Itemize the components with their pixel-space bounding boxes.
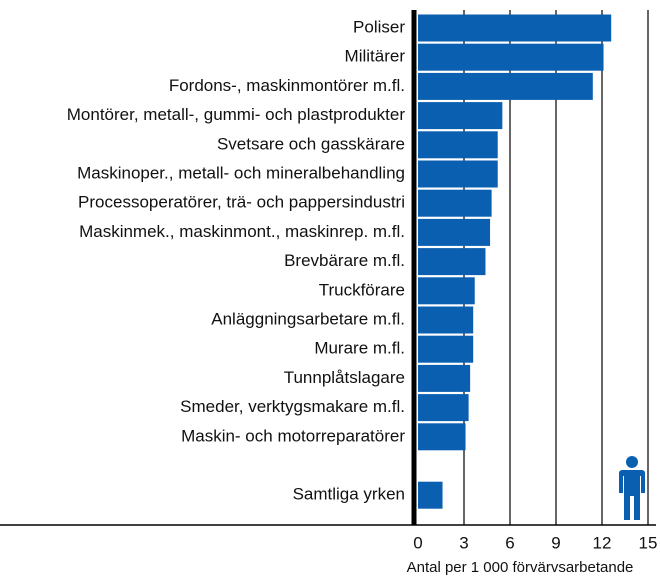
category-label: Militärer xyxy=(345,47,406,66)
category-label: Anläggningsarbetare m.fl. xyxy=(211,309,405,328)
category-label: Processoperatörer, trä- och pappersindus… xyxy=(78,193,405,212)
bar xyxy=(418,102,503,130)
category-label: Maskin- och motorreparatörer xyxy=(181,426,405,445)
category-label: Brevbärare m.fl. xyxy=(284,251,405,270)
bar xyxy=(418,131,498,159)
x-tick-label: 3 xyxy=(459,533,468,552)
bar xyxy=(418,14,612,42)
x-tick-label: 6 xyxy=(505,533,514,552)
x-tick-label: 0 xyxy=(413,533,422,552)
bar xyxy=(418,160,498,188)
x-tick-label: 15 xyxy=(639,533,658,552)
category-label: Maskinmek., maskinmont., maskinrep. m.fl… xyxy=(79,222,405,241)
category-label: Poliser xyxy=(353,17,405,36)
bar xyxy=(418,335,474,363)
bar xyxy=(418,306,474,334)
bar xyxy=(418,72,593,100)
bar xyxy=(418,394,469,422)
category-label: Samtliga yrken xyxy=(293,485,405,504)
bar xyxy=(418,189,492,217)
bar xyxy=(418,43,604,71)
x-tick-label: 9 xyxy=(551,533,560,552)
bar xyxy=(418,481,443,509)
bar xyxy=(418,248,486,276)
bar xyxy=(418,364,471,392)
category-label: Montörer, metall-, gummi- och plastprodu… xyxy=(67,105,406,124)
x-tick-label: 12 xyxy=(593,533,612,552)
category-label: Tunnplåtslagare xyxy=(284,368,405,387)
bar xyxy=(418,277,475,305)
category-label: Maskinoper., metall- och mineralbehandli… xyxy=(77,163,405,182)
category-label: Murare m.fl. xyxy=(314,339,405,358)
bar xyxy=(418,423,466,451)
person-icon xyxy=(619,456,645,520)
category-label: Fordons-, maskinmontörer m.fl. xyxy=(169,76,405,95)
category-label: Smeder, verktygsmakare m.fl. xyxy=(180,397,405,416)
x-axis-title: Antal per 1 000 förvärvsarbetande xyxy=(407,559,634,576)
bar xyxy=(418,218,491,246)
category-label: Svetsare och gasskärare xyxy=(217,134,405,153)
category-label: Truckförare xyxy=(319,280,405,299)
